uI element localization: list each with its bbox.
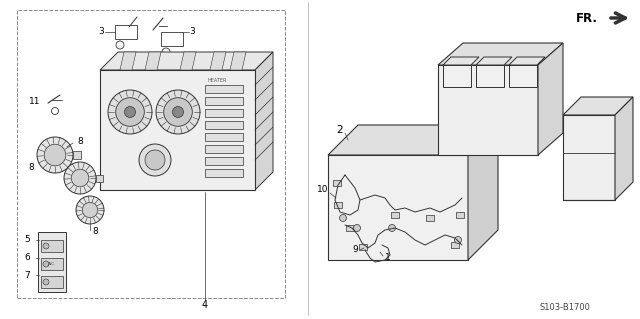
Polygon shape [438,65,538,155]
Text: 2: 2 [337,125,343,135]
Bar [391,212,399,218]
Polygon shape [563,115,615,200]
Bar [161,32,183,46]
Circle shape [44,144,66,166]
Bar [333,180,341,186]
Circle shape [108,90,152,134]
Polygon shape [476,65,504,87]
Polygon shape [509,65,537,87]
Circle shape [37,137,73,173]
Text: FR.: FR. [576,11,598,25]
Text: 4: 4 [202,300,208,310]
Polygon shape [468,125,498,260]
Bar [41,258,63,270]
Polygon shape [328,125,498,155]
Circle shape [43,243,49,249]
Bar [359,244,367,250]
Bar [426,215,434,221]
Text: 11: 11 [29,97,40,106]
Bar [205,145,243,153]
Bar [451,242,459,248]
Circle shape [139,144,171,176]
Polygon shape [538,43,563,155]
Text: 7: 7 [24,271,30,279]
Polygon shape [255,52,273,190]
Bar [205,109,243,117]
Polygon shape [563,97,633,115]
Bar [41,276,63,288]
Text: 10: 10 [317,186,328,195]
Circle shape [173,107,184,117]
Circle shape [125,107,136,117]
Polygon shape [100,52,273,70]
Circle shape [454,236,461,243]
Bar [205,157,243,165]
Bar [73,151,81,159]
Bar [334,202,342,208]
Text: 5: 5 [24,235,30,244]
Circle shape [116,98,144,126]
Text: 8: 8 [28,162,34,172]
Circle shape [43,261,49,267]
Text: HEATER: HEATER [207,78,227,83]
Bar [205,133,243,141]
Polygon shape [476,57,512,65]
Circle shape [164,98,192,126]
Polygon shape [100,70,255,190]
Polygon shape [509,57,545,65]
Bar [205,121,243,129]
Text: 1: 1 [385,254,391,263]
Bar [115,25,137,39]
Bar [96,175,103,182]
Polygon shape [438,43,563,65]
Circle shape [388,225,396,232]
Text: A/C: A/C [49,262,56,266]
Circle shape [76,196,104,224]
Bar [205,97,243,105]
Circle shape [43,279,49,285]
Circle shape [156,90,200,134]
Polygon shape [38,232,66,292]
Text: 8: 8 [92,227,98,236]
Circle shape [71,169,89,187]
Circle shape [145,150,165,170]
Polygon shape [443,57,479,65]
Bar [41,240,63,252]
Circle shape [339,214,346,221]
Text: 8: 8 [77,137,83,145]
Polygon shape [210,52,226,70]
Bar [17,10,285,298]
Polygon shape [443,65,471,87]
Polygon shape [120,52,136,70]
Bar [205,85,243,93]
Polygon shape [328,155,468,260]
Bar [205,169,243,177]
Polygon shape [145,52,161,70]
Text: 3: 3 [189,27,195,36]
Circle shape [353,225,360,232]
Polygon shape [615,97,633,200]
Bar [456,212,464,218]
Text: 9: 9 [352,246,358,255]
Text: S103-B1700: S103-B1700 [540,303,591,313]
Polygon shape [180,52,196,70]
Circle shape [83,202,98,218]
Text: 6: 6 [24,254,30,263]
Polygon shape [230,52,246,70]
Circle shape [64,162,96,194]
Bar [346,225,354,231]
Text: 3: 3 [99,27,104,36]
